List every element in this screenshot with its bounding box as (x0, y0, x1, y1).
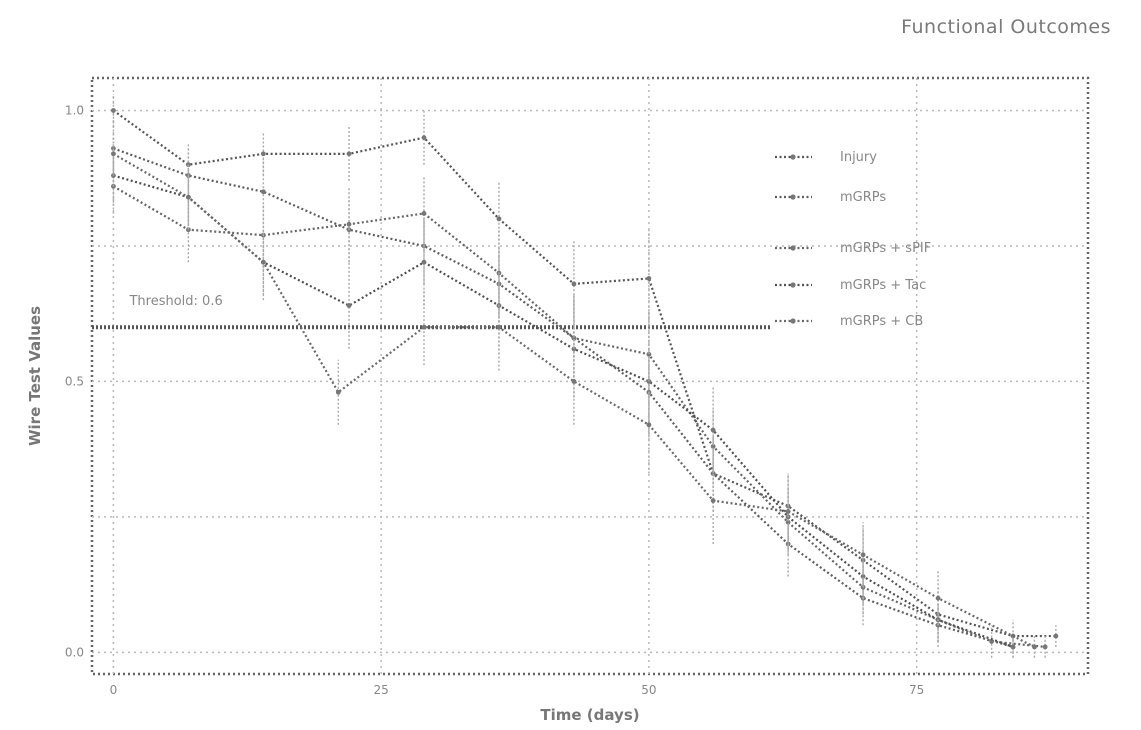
data-point (186, 195, 191, 200)
data-point (497, 216, 502, 221)
data-point (861, 552, 866, 557)
data-point (347, 151, 352, 156)
y-tick-label: 1.0 (65, 104, 84, 118)
data-point (111, 108, 116, 113)
legend-marker (790, 318, 795, 323)
legend-marker (790, 282, 795, 287)
y-axis-label: Wire Test Values (26, 306, 44, 446)
data-point (497, 325, 502, 330)
data-point (422, 211, 427, 216)
x-axis-label: Time (days) (540, 706, 639, 724)
data-point (347, 303, 352, 308)
data-point (711, 428, 716, 433)
legend: Injury mGRPs mGRPs + sPIF mGRPs + Tac mGRPs … (775, 150, 931, 329)
data-point (1032, 645, 1037, 650)
data-point (111, 151, 116, 156)
legend-marker (790, 154, 795, 159)
x-tick-label: 0 (110, 683, 118, 697)
data-point (1011, 645, 1016, 650)
data-point (336, 390, 341, 395)
x-tick-label: 50 (641, 683, 656, 697)
axis-ticks: 0 25 50 75 0.0 0.5 1.0 (65, 104, 924, 697)
threshold: Threshold: 0.6 (92, 294, 772, 327)
data-point (647, 276, 652, 281)
data-point (572, 281, 577, 286)
data-point (572, 379, 577, 384)
data-point (422, 135, 427, 140)
legend-label: Injury (840, 150, 877, 165)
data-point (347, 222, 352, 227)
series-3 (111, 148, 1015, 657)
series-2 (111, 159, 1048, 657)
data-point (261, 189, 266, 194)
legend-marker (790, 194, 795, 199)
data-point (711, 498, 716, 503)
data-point (422, 325, 427, 330)
legend-label: mGRPs + CB (840, 314, 923, 329)
y-tick-label: 0.5 (65, 374, 84, 388)
data-point (936, 596, 941, 601)
data-point (647, 422, 652, 427)
legend-label: mGRPs + Tac (840, 278, 926, 293)
legend-label: mGRPs + sPIF (840, 241, 931, 256)
data-point (1043, 645, 1048, 650)
series-lines (111, 94, 1058, 657)
data-point (261, 151, 266, 156)
x-tick-label: 75 (909, 683, 924, 697)
data-point (1053, 634, 1058, 639)
series-line (113, 111, 1055, 637)
x-tick-label: 25 (374, 683, 389, 697)
series-4 (111, 132, 1037, 658)
threshold-label: Threshold: 0.6 (128, 294, 222, 309)
data-point (422, 260, 427, 265)
data-point (786, 509, 791, 514)
y-tick-label: 0.0 (65, 645, 84, 659)
legend-label: mGRPs (840, 190, 886, 205)
data-point (261, 260, 266, 265)
legend-marker (790, 245, 795, 250)
